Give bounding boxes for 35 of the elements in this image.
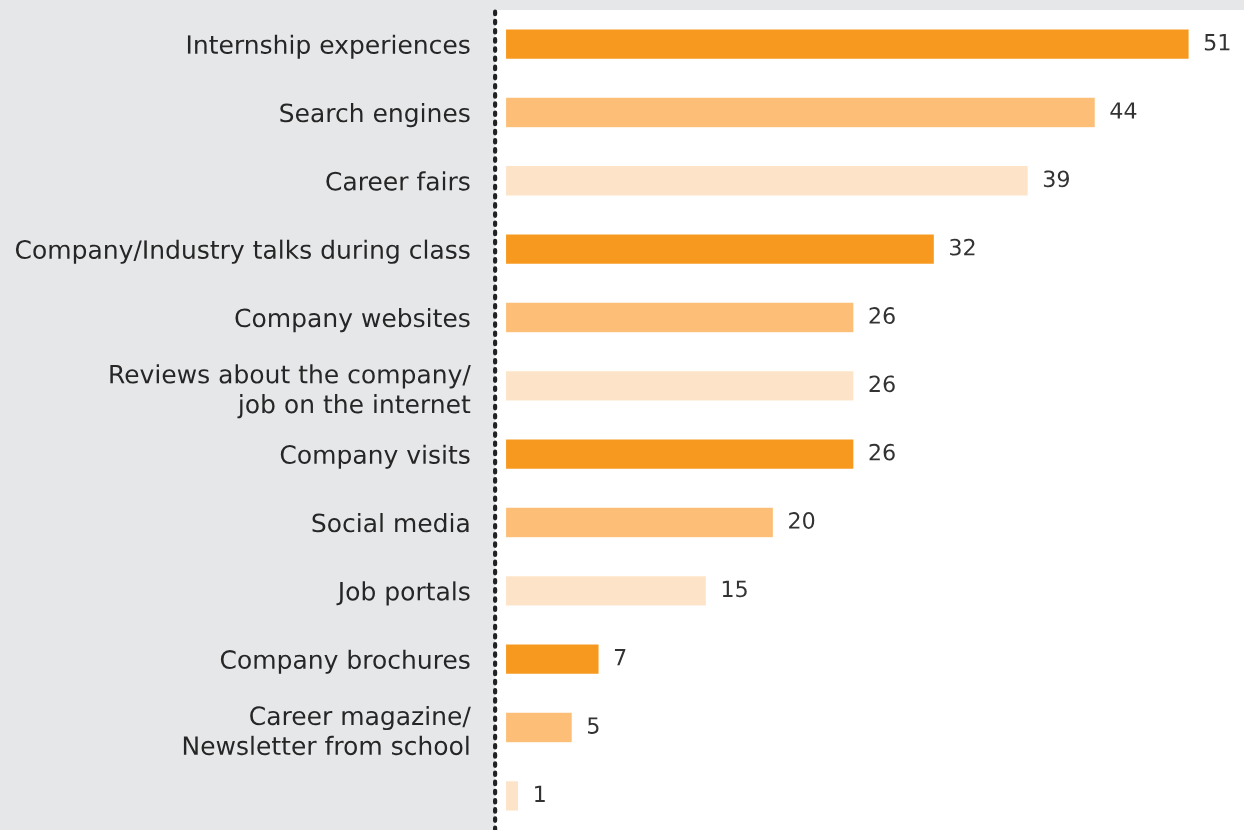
data-label: 1 [535,785,545,802]
data-label: 26 [869,375,895,393]
data-label: 26 [869,443,895,461]
data-label: 7 [614,649,626,666]
y-tick-label: Job portals [336,581,470,606]
y-tick-label: Career magazine/ Newsletter from school [183,705,471,756]
bar [504,96,1097,129]
bar [504,28,1190,61]
y-tick-label: Company websites [235,307,470,333]
bar [504,711,574,744]
data-label: 39 [1043,170,1069,188]
data-label: 20 [789,512,815,529]
y-tick-label: Company/Industry talks during class [15,239,470,264]
bar [504,779,520,812]
data-label: 51 [1204,34,1230,51]
data-label: 32 [950,238,975,256]
bar [504,506,775,539]
y-tick-label: Internship experiences [187,34,470,59]
y-tick-label: Reviews about the company/ job on the internet [110,364,471,419]
bar [504,301,855,334]
y-tick-label: Search engines [280,102,470,128]
bar [504,233,936,266]
data-label: 26 [869,307,895,324]
data-label: 15 [722,580,747,598]
bar [504,643,600,676]
y-tick-label: Career fairs [326,171,470,191]
y-tick-label: Company visits [280,444,470,469]
bar [504,574,708,607]
data-label: 5 [588,717,599,734]
bar [504,164,1030,197]
data-label: 44 [1110,102,1137,119]
y-tick-label: Social media [312,512,469,533]
bar [504,438,855,471]
bar [504,369,855,402]
y-tick-label: Company brochures [220,649,470,674]
